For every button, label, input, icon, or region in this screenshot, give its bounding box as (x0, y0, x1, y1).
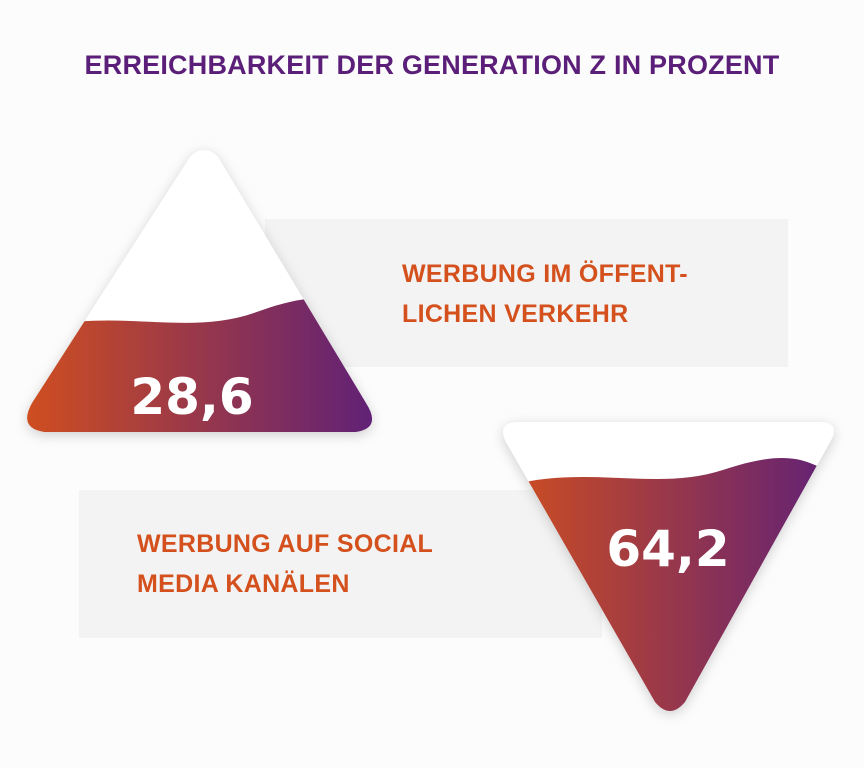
category-label-line: WERBUNG IM ÖFFENT- (402, 260, 688, 288)
label-panel-social-media (79, 490, 602, 638)
label-panel-public-transport (265, 219, 788, 367)
value-fill-social-media (503, 458, 834, 711)
category-label-line: LICHEN VERKEHR (402, 300, 629, 328)
page-title: ERREICHBARKEIT DER GENERATION Z IN PROZE… (84, 50, 780, 80)
data-label-public-transport: 28,6 (130, 368, 253, 426)
value-fill-public-transport (27, 298, 373, 432)
data-label-social-media: 64,2 (606, 520, 729, 578)
category-label-social-media: WERBUNG AUF SOCIAL MEDIA KANÄLEN (137, 524, 433, 604)
category-label-line: MEDIA KANÄLEN (137, 570, 350, 598)
category-label-public-transport: WERBUNG IM ÖFFENT- LICHEN VERKEHR (402, 254, 688, 334)
category-label-line: WERBUNG AUF SOCIAL (137, 530, 434, 558)
